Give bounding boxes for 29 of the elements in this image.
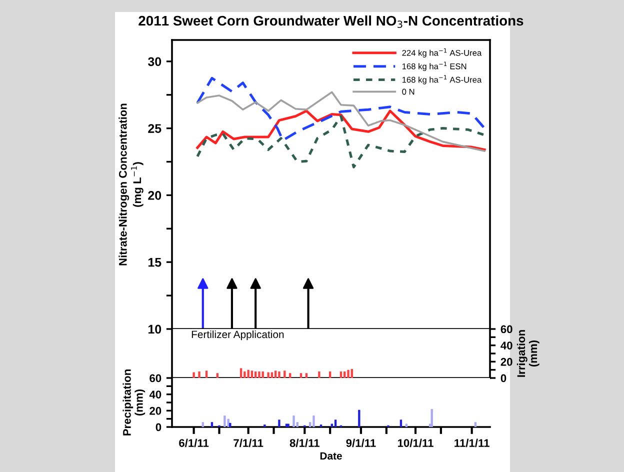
legend-label: 168 kg ha$^{−1}$ AS-Urea (402, 75, 482, 84)
y-tick-label: 20 (150, 406, 162, 415)
y-tick-label: 10 (148, 324, 162, 334)
y-tick-label: 60 (500, 325, 512, 334)
y-tick-label: 20 (148, 191, 162, 200)
x-tick-label: 7/1/11 (234, 438, 264, 448)
y-tick-label: 40 (500, 342, 512, 350)
legend-label: 168 kg ha$^{−1}$ ESN (402, 62, 466, 71)
y-tick-label: 20 (500, 358, 512, 366)
x-tick-label: 9/1/11 (346, 438, 376, 448)
y-tick-label: 30 (148, 57, 162, 66)
x-axis-title: Date (320, 452, 342, 460)
annotation: Fertilizer Application (192, 330, 284, 340)
x-tick-label: 8/1/11 (290, 438, 320, 448)
y-axis-title: Nitrate-Nitrogen Concentration (mg L$^{−1}$) (118, 104, 144, 266)
y-tick-label: 60 (150, 374, 162, 382)
y-tick-label: 0 (500, 374, 506, 382)
x-tick-label: 10/1/11 (398, 438, 434, 448)
x-tick-label: 6/1/11 (179, 438, 209, 448)
legend-label: 224 kg ha$^{−1}$ AS-Urea (402, 48, 482, 58)
legend-label: 0 N (402, 88, 414, 95)
chart-title: 2011 Sweet Corn Groundwater Well NO$_{3}$-N Concentrations (138, 15, 524, 28)
y-tick-label: 15 (148, 258, 162, 267)
x-tick-label: 11/1/11 (454, 438, 490, 448)
y-tick-label: 0 (156, 423, 162, 432)
y-axis-title: Precipitation (mm) (122, 370, 146, 436)
y-tick-label: 25 (148, 124, 162, 133)
y-axis-title: Irrigation (mm) (516, 330, 540, 377)
y-tick-label: 40 (149, 390, 162, 398)
